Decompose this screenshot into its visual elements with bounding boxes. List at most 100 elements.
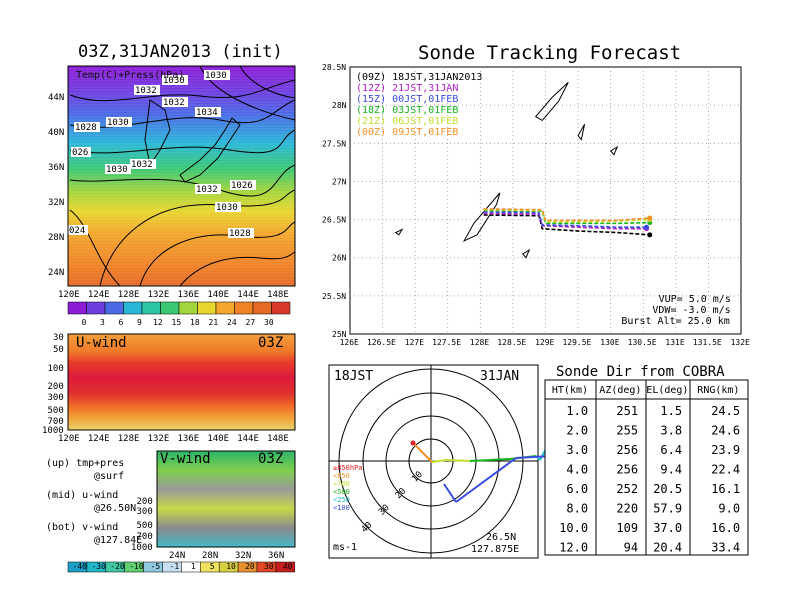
vwind-x-tick: 24N	[169, 551, 185, 561]
note-bot-2: @127.84E	[94, 535, 143, 546]
track-y-tick: 27N	[332, 177, 347, 186]
island-small	[609, 145, 619, 156]
table-cell: 252	[616, 482, 638, 496]
isobar-label: 1030	[107, 118, 129, 128]
track-param: Burst Alt= 25.0 km	[621, 316, 729, 327]
polar-date-label: 31JAN	[480, 369, 520, 384]
track-y-tick: 26.5N	[322, 216, 346, 225]
track-x-tick: 128E	[470, 338, 489, 347]
table-cell: 57.9	[653, 502, 682, 516]
isobar-label: 1026	[231, 181, 253, 191]
vwind-x-tick: 36N	[268, 551, 284, 561]
temp-colorbar-swatch	[271, 301, 291, 315]
temp-colorbar-swatch	[141, 301, 161, 315]
polar-pressure-legend: <500	[333, 488, 350, 496]
track-legend-entry: (00Z) 09JST,01FEB	[356, 127, 458, 138]
wind-colorbar-tick: -30	[91, 562, 106, 571]
table-cell: 6.4	[660, 443, 682, 457]
island-small	[577, 123, 586, 141]
uwind-y-tick: 100	[48, 364, 64, 374]
wind-colorbar-tick: 5	[210, 562, 215, 571]
hodograph-segment	[431, 459, 447, 463]
note-mid-1: (mid) u-wind	[46, 490, 119, 501]
temp-colorbar-swatch	[252, 301, 272, 315]
temp-colorbar-swatch	[234, 301, 254, 315]
table-cell: 23.9	[711, 443, 740, 457]
temp-colorbar-tick: 21	[209, 318, 219, 327]
note-up-1: (up) tmp+pres	[46, 458, 125, 469]
coastline-korea	[144, 99, 171, 167]
table-cell: 6.0	[566, 482, 588, 496]
temp-colorbar-tick: 12	[153, 318, 163, 327]
hodograph-segment	[445, 459, 471, 462]
isobar-0	[69, 79, 296, 102]
uwind-x-tick: 120E	[58, 434, 80, 444]
track-legend-entry: (15Z) 00JST,01FEB	[356, 94, 458, 105]
temp-colorbar-tick: 3	[100, 318, 105, 327]
temp-colorbar-tick: 30	[264, 318, 274, 327]
isobar-label-bg	[71, 147, 91, 157]
track-x-tick: 131E	[665, 338, 684, 347]
table-cell: 12.0	[559, 541, 588, 555]
isobar-label-bg	[195, 107, 221, 117]
isobar-label: 1032	[163, 98, 185, 108]
track-x-tick: 127.5E	[432, 338, 461, 347]
map-x-tick: 148E	[267, 290, 289, 300]
vwind-field	[156, 450, 296, 548]
wind-colorbar-tick: 10	[226, 562, 236, 571]
uwind-y-tick: 30	[53, 333, 64, 343]
vwind-y-tick: 500	[137, 521, 153, 531]
map-x-tick: 120E	[58, 290, 80, 300]
table-cell: 16.1	[711, 482, 740, 496]
map-y-tick: 24N	[48, 268, 64, 278]
polar-pressure-legend: <700	[333, 480, 350, 488]
track-param: VDW= -3.0 m/s	[652, 305, 730, 316]
track-y-tick: 25N	[332, 330, 347, 339]
note-bot-1: (bot) v-wind	[46, 522, 119, 533]
track-y-tick: 25.5N	[322, 292, 346, 301]
map-y-tick: 44N	[48, 93, 64, 103]
track-x-tick: 128.5E	[497, 338, 526, 347]
track-y-tick: 26N	[332, 254, 347, 263]
wind-colorbar-tick: 30	[264, 562, 274, 571]
track-y-tick: 27.5N	[322, 139, 346, 148]
uwind-y-tick: 1000	[42, 426, 64, 436]
table-cell: 10.0	[559, 521, 588, 535]
hodograph-start	[410, 440, 416, 446]
track-x-tick: 131.5E	[693, 338, 722, 347]
uwind-x-tick: 132E	[148, 434, 170, 444]
uwind-y-tick: 200	[48, 382, 64, 392]
hodograph-segment	[419, 449, 433, 463]
table-cell: 3.8	[660, 424, 682, 438]
isobar-label: 1030	[163, 76, 185, 86]
wind-colorbar-tick: -5	[151, 562, 161, 571]
note-mid-2: @26.50N	[94, 503, 137, 514]
coastline-japan	[179, 117, 241, 183]
table-cell: 1.0	[566, 404, 588, 418]
isobar-label-bg	[162, 75, 188, 85]
wind-colorbar-tick: -1	[170, 562, 180, 571]
isobar-label-bg	[204, 70, 230, 80]
hodograph-segment	[455, 457, 517, 503]
left-panel-legend: Temp(C)+Press(hPa)	[76, 70, 185, 81]
table-cell: 220	[616, 502, 638, 516]
uwind-x-tick: 124E	[88, 434, 110, 444]
table-header: AZ(deg)	[599, 385, 641, 396]
temp-colorbar-swatch	[104, 301, 124, 315]
map-frame	[67, 65, 296, 287]
temp-colorbar-swatch	[215, 301, 235, 315]
vwind-y-tick: 1000	[131, 543, 153, 553]
vwind-label: V-wind	[160, 451, 211, 467]
vwind-y-tick: 200	[137, 497, 153, 507]
polar-pressure-legend: <250	[333, 496, 350, 504]
polar-pressure-legend: ≥850hPa	[333, 464, 363, 472]
island-okinawa	[462, 192, 501, 243]
table-title: Sonde Dir from COBRA	[556, 364, 725, 380]
isobar-label: 1032	[196, 185, 218, 195]
map-y-tick: 28N	[48, 233, 64, 243]
uwind-y-tick: 50	[53, 345, 64, 355]
note-up-2: @surf	[94, 471, 125, 482]
uwind-x-tick: 148E	[267, 434, 289, 444]
wind-colorbar-tick: -10	[129, 562, 144, 571]
